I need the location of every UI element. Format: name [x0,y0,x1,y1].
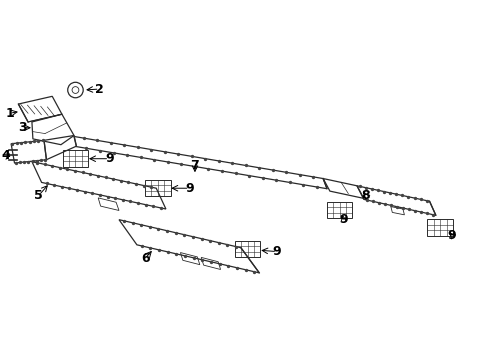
Text: 9: 9 [185,182,194,195]
Text: 9: 9 [447,229,455,242]
Text: 4: 4 [2,149,11,162]
Text: 3: 3 [18,121,26,134]
Text: 8: 8 [361,189,369,202]
Text: 9: 9 [272,245,281,258]
Text: 5: 5 [34,189,43,202]
Text: 9: 9 [105,152,113,165]
Text: 9: 9 [339,213,347,226]
Text: 2: 2 [95,82,104,95]
Text: 1: 1 [5,107,14,120]
Text: 6: 6 [141,252,149,265]
Text: 7: 7 [190,159,199,172]
